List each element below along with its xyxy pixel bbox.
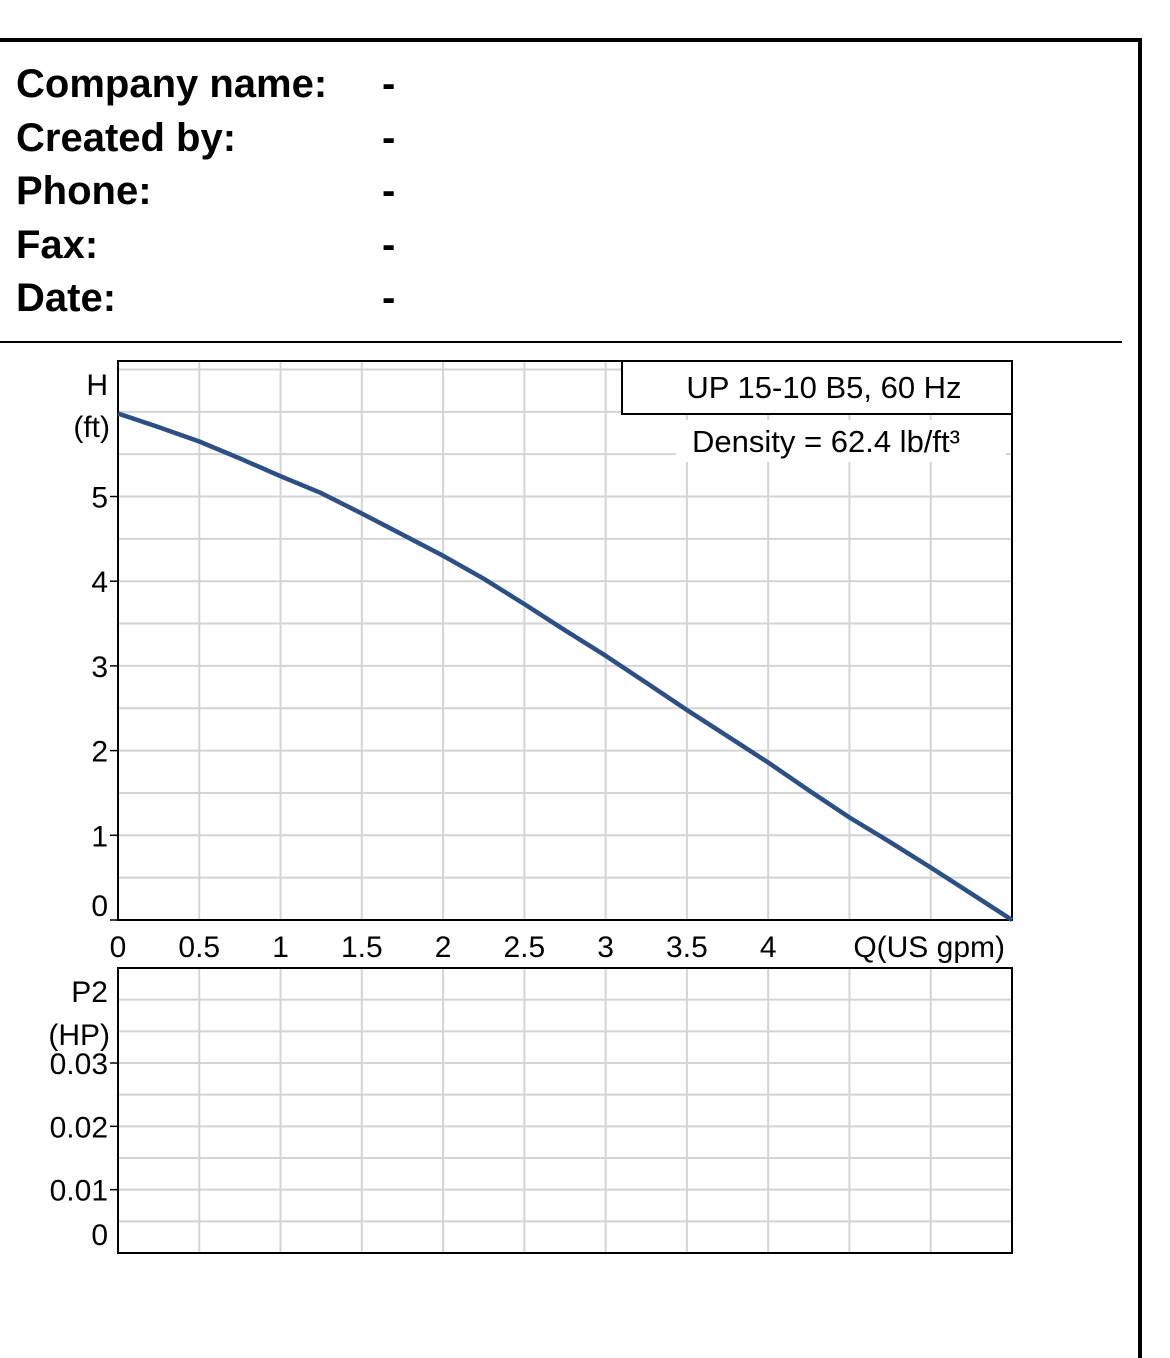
phone-row: Phone: - bbox=[16, 165, 576, 219]
head-x-tick-label: 1.5 bbox=[341, 931, 383, 964]
company-name-label: Company name: bbox=[16, 62, 328, 107]
phone-label: Phone: bbox=[16, 169, 152, 214]
phone-value: - bbox=[382, 169, 396, 214]
head-y-tick-label: 5 bbox=[91, 482, 108, 515]
fax-label: Fax: bbox=[16, 222, 99, 267]
head-x-tick-label: 3.5 bbox=[666, 931, 708, 964]
head-x-tick-label: 0 bbox=[110, 931, 127, 964]
fax-value: - bbox=[382, 222, 396, 267]
head-y-tick-label: 1 bbox=[91, 820, 108, 853]
head-x-tick-label: 4 bbox=[760, 931, 777, 964]
fax-row: Fax: - bbox=[16, 219, 576, 273]
date-label: Date: bbox=[16, 276, 117, 321]
created-by-value: - bbox=[382, 115, 396, 160]
power-y-tick-label: 0.02 bbox=[50, 1111, 108, 1144]
head-y-tick-label: 4 bbox=[91, 566, 108, 599]
sheet-border bbox=[0, 38, 1142, 1358]
head-x-tick-label: 2 bbox=[435, 931, 452, 964]
head-x-tick-label: 1 bbox=[272, 931, 289, 964]
power-plot-frame bbox=[117, 967, 1013, 1254]
chart-title: UP 15-10 B5, 60 Hz bbox=[686, 370, 961, 405]
header-info: Company name: - Created by: - Phone: - F… bbox=[16, 58, 576, 326]
created-by-label: Created by: bbox=[16, 115, 237, 160]
company-name-value: - bbox=[382, 62, 396, 107]
chart-subtitle-bg bbox=[676, 420, 1006, 462]
head-curve-line bbox=[117, 411, 1014, 922]
power-y-tick-label: 0.01 bbox=[50, 1175, 108, 1208]
head-y-tick-label: 0 bbox=[91, 890, 108, 923]
head-x-axis-label: Q(US gpm) bbox=[853, 931, 1005, 964]
head-y-axis-unit: (ft) bbox=[73, 411, 110, 444]
head-plot-frame bbox=[117, 360, 1013, 921]
date-value: - bbox=[382, 276, 396, 321]
head-x-tick-label: 3 bbox=[597, 931, 614, 964]
head-y-tick-label: 3 bbox=[91, 651, 108, 684]
chart-subtitle: Density = 62.4 lb/ft³ bbox=[692, 424, 960, 459]
head-x-tick-label: 0.5 bbox=[178, 931, 220, 964]
power-y-axis-unit: (HP) bbox=[48, 1019, 110, 1052]
head-y-axis-label: H bbox=[86, 369, 108, 402]
company-name-row: Company name: - bbox=[16, 58, 576, 112]
power-y-tick-label: 0 bbox=[91, 1219, 108, 1252]
head-x-tick-label: 2.5 bbox=[504, 931, 546, 964]
date-row: Date: - bbox=[16, 272, 576, 326]
head-y-tick-label: 2 bbox=[91, 736, 108, 769]
power-y-tick-label: 0.03 bbox=[50, 1048, 108, 1081]
created-by-row: Created by: - bbox=[16, 112, 576, 166]
header-divider bbox=[0, 341, 1122, 343]
power-y-axis-label: P2 bbox=[71, 976, 108, 1009]
chart-title-box bbox=[621, 360, 1013, 415]
